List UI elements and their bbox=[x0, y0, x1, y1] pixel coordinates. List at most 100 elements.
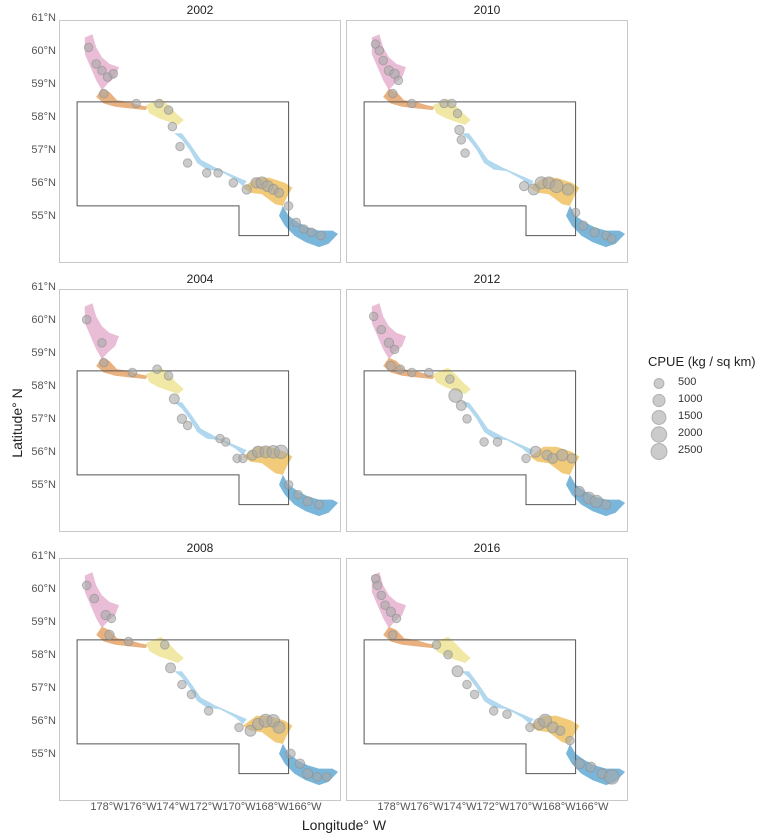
cpue-point bbox=[316, 230, 326, 241]
stratum-pink bbox=[84, 34, 119, 91]
cpue-point bbox=[273, 187, 285, 198]
stratum-orange bbox=[96, 626, 148, 649]
legend-circle bbox=[650, 443, 668, 460]
cpue-point bbox=[167, 121, 178, 132]
cpue-point bbox=[283, 201, 294, 211]
y-tick-label: 57°N bbox=[31, 144, 56, 156]
y-tick-label: 55°N bbox=[31, 479, 56, 491]
stratum-yellow bbox=[432, 636, 471, 663]
cpue-point bbox=[220, 437, 231, 447]
legend-size-circle bbox=[653, 378, 665, 389]
stratum-lightblue bbox=[174, 402, 247, 456]
cpue-point bbox=[306, 227, 317, 238]
cpue-point bbox=[604, 769, 620, 785]
cpue-point bbox=[106, 613, 117, 624]
cpue-point bbox=[387, 630, 398, 640]
cpue-point bbox=[589, 227, 600, 238]
legend-circle bbox=[652, 393, 666, 408]
facet-panel-2010: 2010 bbox=[346, 0, 628, 263]
cpue-point bbox=[238, 453, 248, 464]
facet-title: 2010 bbox=[473, 3, 501, 17]
cpue-point bbox=[447, 98, 457, 109]
cpue-point bbox=[385, 360, 396, 372]
cpue-point bbox=[294, 758, 306, 769]
cpue-point bbox=[272, 721, 286, 734]
legend-label: 1500 bbox=[678, 410, 703, 422]
legend-label: 1000 bbox=[678, 393, 703, 405]
cpue-point bbox=[285, 748, 296, 760]
x-tick-label: 168°W bbox=[542, 801, 576, 813]
cpue-point bbox=[378, 55, 389, 66]
cpue-point bbox=[407, 98, 417, 109]
legend-title: CPUE (kg / sq km) bbox=[648, 354, 756, 369]
cpue-point bbox=[607, 234, 617, 244]
cpue-point bbox=[123, 636, 134, 647]
cpue-point bbox=[469, 689, 480, 700]
cpue-point bbox=[462, 414, 472, 424]
cpue-point bbox=[81, 314, 92, 325]
cpue-point bbox=[393, 75, 404, 86]
x-tick-label: 166°W bbox=[575, 801, 609, 813]
cpue-point bbox=[573, 758, 585, 770]
cpue-point bbox=[374, 45, 385, 56]
cpue-point bbox=[203, 706, 214, 716]
map-plot-area bbox=[59, 289, 341, 532]
y-tick-label: 60°N bbox=[31, 314, 56, 326]
cpue-point bbox=[448, 388, 463, 403]
cpue-point bbox=[454, 124, 465, 136]
y-tick-label: 59°N bbox=[31, 347, 56, 359]
cpue-point bbox=[99, 88, 109, 99]
cpue-point bbox=[91, 59, 102, 69]
legend-circle bbox=[653, 378, 665, 389]
cpue-point bbox=[578, 220, 589, 231]
size-legend: CPUE (kg / sq km) 500 1000 1500 2000 250… bbox=[648, 354, 766, 460]
legend-circle bbox=[650, 426, 668, 443]
legend-item: 2500 bbox=[648, 443, 766, 460]
legend-label: 2500 bbox=[678, 444, 703, 456]
cpue-point bbox=[445, 374, 455, 384]
cpue-point bbox=[529, 445, 542, 458]
cpue-point bbox=[168, 393, 180, 405]
facet-panel-2004: 2004 bbox=[59, 269, 341, 532]
cpue-point bbox=[228, 178, 239, 188]
x-tick-label: 176°W bbox=[123, 801, 157, 813]
cpue-point bbox=[175, 141, 185, 152]
stratum-orange bbox=[383, 357, 435, 380]
survey-area-outline bbox=[363, 101, 577, 237]
facet-title: 2004 bbox=[186, 272, 214, 286]
cpue-point bbox=[431, 640, 442, 650]
cpue-point bbox=[456, 135, 467, 145]
cpue-point bbox=[391, 613, 402, 624]
y-tick-label: 57°N bbox=[31, 413, 56, 425]
cpue-point bbox=[556, 448, 569, 462]
y-tick-label: 61°N bbox=[31, 281, 56, 293]
cpue-point bbox=[241, 184, 252, 195]
cpue-point bbox=[407, 367, 417, 378]
cpue-point bbox=[565, 735, 575, 746]
cpue-point bbox=[81, 580, 92, 591]
stratum-lightblue bbox=[461, 402, 534, 456]
cpue-point bbox=[395, 364, 406, 374]
cpue-point bbox=[376, 590, 387, 601]
legend-label: 500 bbox=[678, 376, 697, 388]
y-tick-label: 58°N bbox=[31, 111, 56, 123]
cpue-point bbox=[234, 722, 244, 733]
cpue-point bbox=[549, 179, 564, 194]
stratum-lightblue bbox=[461, 133, 534, 187]
cpue-point bbox=[383, 337, 395, 348]
facet-title: 2016 bbox=[473, 541, 501, 555]
facet-title: 2012 bbox=[473, 272, 501, 286]
cpue-point bbox=[570, 207, 581, 218]
cpue-point bbox=[479, 437, 489, 447]
cpue-point bbox=[97, 338, 107, 348]
y-tick-label: 57°N bbox=[31, 682, 56, 694]
y-tick-label: 58°N bbox=[31, 649, 56, 661]
map-plot-area bbox=[59, 20, 341, 263]
cpue-point bbox=[585, 761, 597, 773]
stratum-yellow bbox=[145, 636, 184, 663]
cpue-point bbox=[387, 88, 398, 99]
cpue-point bbox=[518, 180, 530, 192]
cpue-point bbox=[451, 665, 464, 678]
cpue-point bbox=[176, 413, 188, 425]
cpue-point bbox=[291, 217, 301, 228]
